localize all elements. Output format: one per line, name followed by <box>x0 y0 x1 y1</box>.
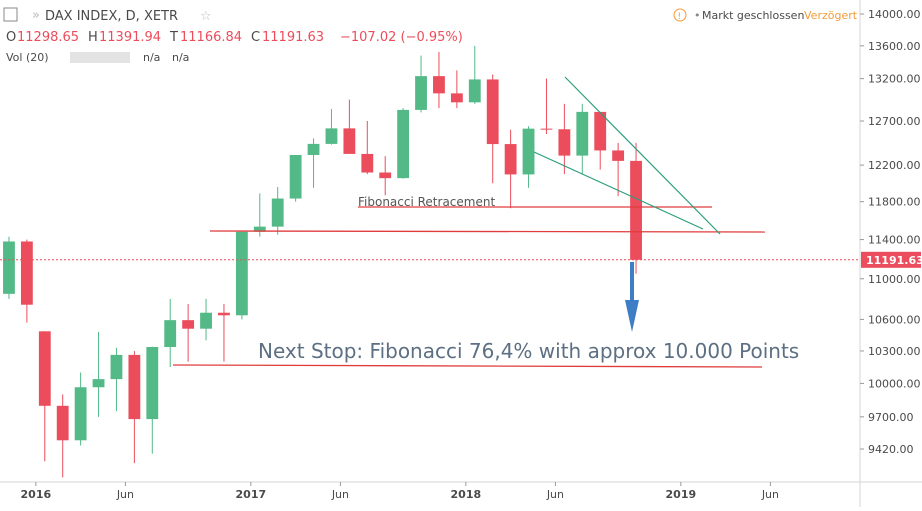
trend-line <box>564 76 721 235</box>
candle-body <box>594 111 607 151</box>
candle-body <box>164 320 177 348</box>
candle-body <box>361 153 374 173</box>
candle-body <box>540 128 553 130</box>
low: 11166.84 <box>180 30 242 45</box>
volume-controls[interactable] <box>70 52 130 63</box>
y-tick-label: 12700.00 <box>868 115 921 128</box>
candle-body <box>504 144 517 175</box>
y-tick-label: 11800.00 <box>868 196 921 209</box>
candle-body <box>3 241 15 294</box>
y-tick-label: 14000.00 <box>868 8 921 21</box>
candle-body <box>468 79 481 103</box>
y-tick-label: 9700.00 <box>868 411 914 424</box>
candle-body <box>343 128 356 154</box>
x-tick-label: 2017 <box>236 488 267 501</box>
menu-icon[interactable] <box>3 7 18 22</box>
x-tick-label: Jun <box>331 488 349 501</box>
ohlc: O 11298.65 H 11391.94 T 11166.84 C 11191… <box>6 30 463 45</box>
delay-status: Verzögert <box>804 9 858 22</box>
last-price-label: 11191.63 <box>866 254 922 267</box>
candle-body <box>289 154 302 199</box>
candle-body <box>56 405 69 441</box>
last-price-box <box>861 251 921 268</box>
candle-body <box>146 347 159 420</box>
candle-body <box>253 226 266 232</box>
candle-body <box>397 109 410 179</box>
candle-body <box>182 320 195 329</box>
x-tick-label: 2016 <box>21 488 52 501</box>
candle-body <box>450 93 463 103</box>
y-tick-label: 11000.00 <box>868 273 921 286</box>
candle-body <box>235 231 248 316</box>
candle-body <box>110 354 123 380</box>
annotation: Next Stop: Fibonacci 76,4% with approx 1… <box>258 339 799 363</box>
y-tick-label: 9420.00 <box>868 443 914 456</box>
arrow-icon: » <box>32 8 40 23</box>
volume-value: n/a <box>172 51 189 64</box>
candle-body <box>433 76 445 94</box>
close-prefix: C <box>251 30 260 45</box>
candle-body <box>612 150 625 161</box>
candle-body <box>486 79 499 145</box>
plot <box>3 45 642 478</box>
candle-body <box>74 387 87 441</box>
candle-body <box>630 160 642 260</box>
y-tick-label: 12200.00 <box>868 159 921 172</box>
settings-icon[interactable]: ☆ <box>200 9 212 24</box>
high-prefix: H <box>88 30 98 45</box>
candle-body <box>128 354 141 420</box>
volume-value: n/a <box>143 51 160 64</box>
symbol[interactable]: DAX INDEX, D, XETR <box>45 9 178 24</box>
open-prefix: O <box>6 30 16 45</box>
arrow-head <box>625 300 639 332</box>
open: 11298.65 <box>17 30 79 45</box>
candle-body <box>576 111 589 156</box>
status-icon <box>673 8 687 22</box>
y-tick-label: 10000.00 <box>868 377 921 390</box>
y-tick-label: 10600.00 <box>868 313 921 326</box>
status-icon: ! <box>678 12 682 22</box>
candle-body <box>20 241 33 305</box>
low-prefix: T <box>169 30 178 45</box>
candle-body <box>307 143 320 155</box>
annotation: Fibonacci Retracement <box>358 195 495 209</box>
candle-body <box>558 129 571 156</box>
trend-line <box>533 151 704 230</box>
candle-body <box>200 312 212 329</box>
market-status: Markt geschlossen <box>702 9 804 22</box>
candle-body <box>522 128 535 175</box>
x-tick-label: Jun <box>116 488 134 501</box>
market-status: • <box>694 9 701 22</box>
y-tick-label: 13600.00 <box>868 40 921 53</box>
candle-body <box>218 312 230 316</box>
y-tick-label: 10300.00 <box>868 345 921 358</box>
y-tick-label: 11400.00 <box>868 234 921 247</box>
x-tick-label: 2019 <box>666 488 697 501</box>
x-tick-label: Jun <box>546 488 564 501</box>
volume-label: Vol (20) <box>6 51 49 64</box>
candle-body <box>92 379 105 388</box>
close: 11191.63 <box>262 30 324 45</box>
change: −107.02 (−0.95%) <box>340 30 463 45</box>
candle-body <box>415 76 427 110</box>
y-tick-label: 13200.00 <box>868 73 921 86</box>
target-line <box>172 364 763 368</box>
x-tick-label: 2018 <box>451 488 482 501</box>
candle-body <box>379 172 392 179</box>
candle-body <box>325 128 338 144</box>
x-tick-label: Jun <box>761 488 779 501</box>
support-line <box>209 230 766 233</box>
candle-body <box>271 198 284 227</box>
high: 11391.94 <box>99 30 161 45</box>
candle-body <box>38 331 51 406</box>
